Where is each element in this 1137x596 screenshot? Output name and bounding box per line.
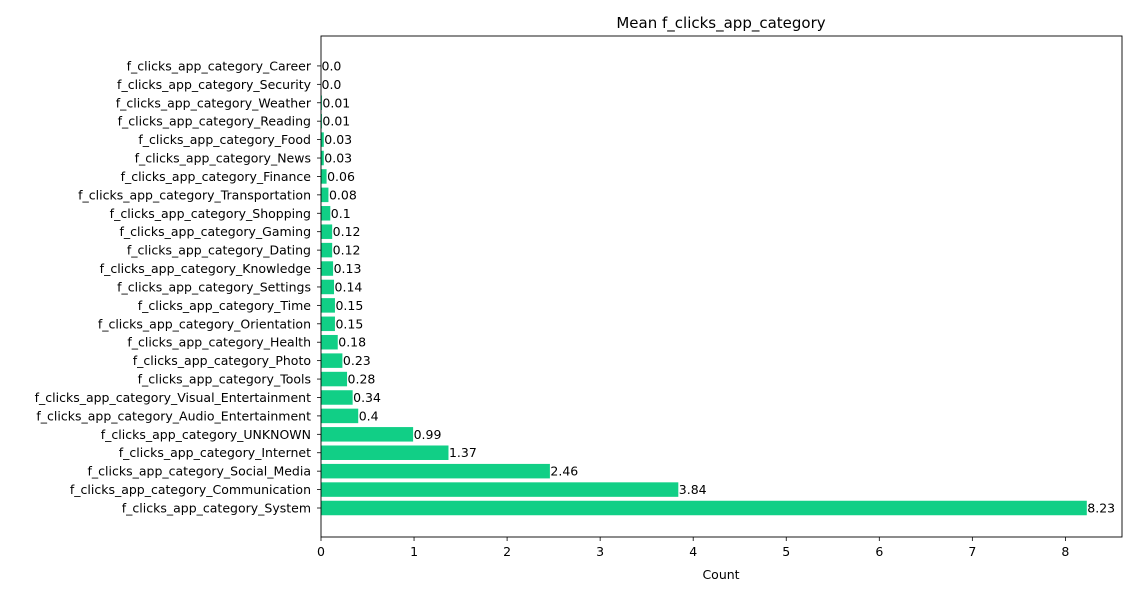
y-tick-label: f_clicks_app_category_Health: [127, 335, 311, 350]
x-axis: 0 1 2 3 4 5 6 7 8: [317, 537, 1069, 559]
x-tick-label: 8: [1061, 544, 1069, 559]
bar: [321, 445, 449, 460]
bar: [321, 463, 550, 479]
value-label: 0.13: [334, 261, 362, 276]
chart-title: Mean f_clicks_app_category: [616, 14, 825, 33]
bar: [321, 206, 331, 221]
value-label: 0.4: [359, 408, 379, 423]
bars-group: [321, 95, 1087, 516]
value-label: 0.03: [324, 132, 352, 147]
y-axis: f_clicks_app_category_System f_clicks_app…: [35, 58, 321, 516]
y-tick-label: f_clicks_app_category_Photo: [133, 353, 311, 368]
y-tick-label: f_clicks_app_category_UNKNOWN: [101, 427, 311, 442]
y-tick-label: f_clicks_app_category_Finance: [121, 169, 312, 184]
bar: [321, 150, 324, 166]
bar: [321, 113, 322, 129]
value-label: 3.84: [679, 482, 707, 497]
value-label: 0.99: [414, 427, 442, 442]
value-label: 0.12: [333, 224, 361, 239]
bar: [321, 334, 338, 350]
value-label: 0.0: [322, 77, 342, 92]
y-tick-label: f_clicks_app_category_Tools: [138, 372, 311, 387]
bar: [321, 500, 1087, 516]
bar: [321, 298, 335, 313]
value-label: 0.15: [335, 316, 363, 331]
bar: [321, 316, 335, 332]
y-tick-label: f_clicks_app_category_Orientation: [98, 316, 311, 331]
x-tick-label: 2: [503, 544, 511, 559]
value-label: 0.14: [335, 279, 363, 294]
y-tick-label: f_clicks_app_category_News: [135, 151, 311, 166]
x-tick-label: 3: [596, 544, 604, 559]
bar: [321, 371, 348, 387]
y-tick-label: f_clicks_app_category_System: [122, 501, 311, 516]
value-label: 0.1: [331, 206, 351, 221]
bar: [321, 187, 329, 203]
y-tick-label: f_clicks_app_category_Settings: [117, 279, 311, 294]
value-label: 0.34: [353, 390, 381, 405]
value-label: 0.01: [322, 114, 350, 129]
bar: [321, 95, 322, 111]
bar: [321, 353, 343, 368]
bar: [321, 224, 333, 239]
bar: [321, 427, 414, 442]
y-tick-label: f_clicks_app_category_Food: [138, 132, 311, 147]
value-label: 0.12: [333, 243, 361, 258]
plot-frame: [320, 35, 1123, 538]
y-tick-label: f_clicks_app_category_Career: [127, 58, 312, 73]
value-label: 8.23: [1087, 501, 1115, 516]
y-tick-label: f_clicks_app_category_Weather: [116, 95, 312, 110]
x-tick-label: 0: [317, 544, 325, 559]
y-tick-label: f_clicks_app_category_Social_Media: [88, 464, 311, 479]
x-tick-label: 6: [875, 544, 883, 559]
bar: [321, 261, 334, 276]
value-label: 1.37: [449, 445, 477, 460]
y-tick-label: f_clicks_app_category_Visual_Entertainme…: [35, 390, 311, 405]
value-label: 0.08: [329, 187, 357, 202]
value-label: 0.01: [322, 95, 350, 110]
y-tick-label: f_clicks_app_category_Dating: [127, 243, 311, 258]
y-tick-label: f_clicks_app_category_Audio_Entertainmen…: [36, 408, 311, 423]
bar: [321, 279, 335, 295]
bar: [321, 242, 333, 258]
bar: [321, 482, 679, 497]
value-label: 0.28: [348, 372, 376, 387]
y-tick-label: f_clicks_app_category_Reading: [118, 114, 311, 129]
value-label: 0.06: [327, 169, 355, 184]
bar: [321, 169, 327, 184]
x-tick-label: 4: [689, 544, 697, 559]
value-label: 0.15: [335, 298, 363, 313]
y-tick-label: f_clicks_app_category_Time: [138, 298, 312, 313]
x-axis-label: Count: [702, 567, 739, 582]
bar: [321, 132, 324, 147]
y-tick-label: f_clicks_app_category_Communication: [70, 482, 311, 497]
value-label: 0.03: [324, 151, 352, 166]
x-tick-label: 1: [410, 544, 418, 559]
bar: [321, 390, 353, 405]
y-tick-label: f_clicks_app_category_Gaming: [120, 224, 311, 239]
x-tick-label: 5: [782, 544, 790, 559]
y-tick-label: f_clicks_app_category_Knowledge: [100, 261, 312, 276]
y-tick-label: f_clicks_app_category_Internet: [119, 445, 311, 460]
value-label: 2.46: [550, 464, 578, 479]
y-tick-label: f_clicks_app_category_Transportation: [78, 187, 311, 202]
y-tick-label: f_clicks_app_category_Security: [117, 77, 312, 92]
x-tick-label: 7: [968, 544, 976, 559]
value-label: 0.23: [343, 353, 371, 368]
y-tick-label: f_clicks_app_category_Shopping: [110, 206, 311, 221]
bar: [321, 408, 359, 424]
value-labels-group: 8.23 3.84 2.46 1.37 0.99 0.4 0.34 0.28 0.23 0.18 0…: [322, 58, 1116, 515]
value-label: 0.0: [322, 58, 342, 73]
value-label: 0.18: [338, 335, 366, 350]
